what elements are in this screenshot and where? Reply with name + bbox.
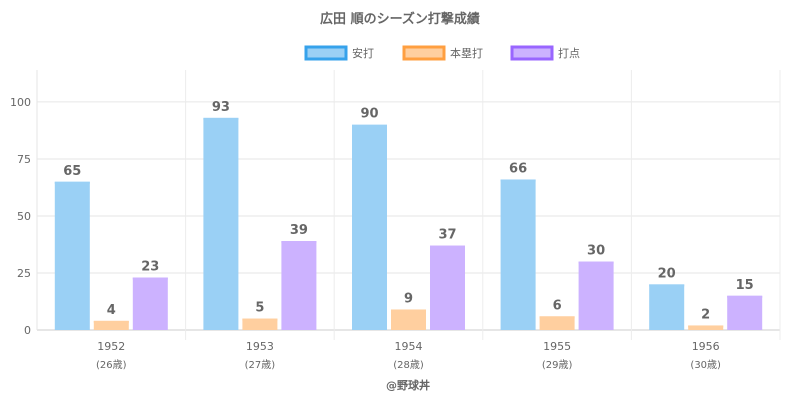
x-tick-sublabel: (27歳) (245, 359, 276, 371)
data-label: 23 (141, 260, 159, 275)
data-label: 37 (438, 228, 456, 243)
data-label: 39 (290, 223, 308, 238)
x-tick-sublabel: (30歳) (690, 359, 721, 371)
y-tick-label: 50 (17, 210, 31, 223)
bar-安打 (54, 181, 90, 330)
bar-打点 (430, 245, 465, 330)
x-tick-sublabel: (28歳) (393, 359, 424, 371)
y-tick-label: 100 (10, 96, 31, 109)
x-tick-sublabel: (29歳) (542, 359, 573, 371)
x-tick-label: 1956 (692, 340, 720, 353)
data-label: 90 (360, 107, 378, 122)
data-label: 5 (255, 301, 264, 316)
y-axis: 0 25 50 75 100 (10, 96, 31, 337)
bar-安打 (352, 124, 387, 330)
data-label: 65 (63, 164, 81, 179)
legend-label: 安打 (352, 46, 374, 60)
legend-swatch-安打 (304, 45, 348, 61)
y-tick-label: 75 (17, 153, 31, 166)
data-label: 15 (736, 278, 754, 293)
gridlines (36, 70, 781, 340)
x-tick-label: 1953 (246, 340, 274, 353)
legend-label: 打点 (558, 46, 580, 60)
legend-swatch-打点 (510, 45, 554, 61)
bar-本塁打 (93, 320, 129, 330)
bar-本塁打 (688, 325, 724, 330)
x-tick-label: 1952 (97, 340, 125, 353)
x-axis: 1952 (26歳) 1953 (27歳) 1954 (28歳) 1955 (29歳) 1956… (96, 340, 721, 371)
x-tick-label: 1954 (395, 340, 423, 353)
x-tick-sublabel: (26歳) (96, 359, 127, 371)
data-label: 20 (658, 266, 676, 281)
bar-打点 (727, 295, 763, 330)
bar-本塁打 (391, 309, 426, 330)
data-label: 2 (701, 307, 710, 322)
data-label: 4 (107, 303, 116, 318)
legend-swatch-本塁打 (402, 45, 446, 61)
data-label: 6 (553, 298, 562, 313)
bar-打点 (132, 277, 168, 330)
bar-安打 (500, 179, 536, 330)
bar-本塁打 (539, 316, 575, 330)
data-label: 9 (404, 291, 413, 306)
data-label: 66 (509, 161, 527, 176)
credit-text: @野球丼 (386, 378, 430, 392)
bar-打点 (578, 261, 614, 330)
data-label: 30 (587, 244, 605, 259)
data-label: 93 (212, 100, 230, 115)
bars (54, 117, 763, 330)
y-tick-label: 0 (24, 324, 31, 337)
bar-打点 (281, 241, 317, 330)
bar-安打 (203, 117, 239, 330)
x-tick-label: 1955 (543, 340, 571, 353)
y-tick-label: 25 (17, 267, 31, 280)
legend-label: 本塁打 (450, 46, 483, 60)
bar-本塁打 (242, 318, 278, 330)
bar-安打 (649, 284, 685, 330)
legend: 安打 本塁打 打点 (304, 45, 580, 61)
chart-title: 広田 順のシーズン打撃成績 (320, 11, 480, 27)
